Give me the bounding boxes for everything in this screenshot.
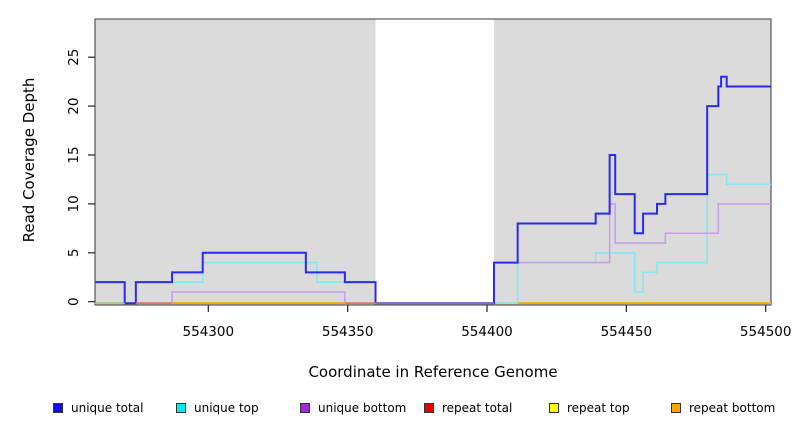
x-axis-title: Coordinate in Reference Genome (308, 363, 558, 381)
legend-label: repeat total (442, 401, 513, 415)
plot-background-region (95, 19, 376, 305)
legend-label: unique top (194, 401, 259, 415)
plot-background-region (493, 19, 771, 305)
legend-item-repeat-bottom: repeat bottom (671, 399, 775, 417)
unique-bottom-swatch-icon (300, 403, 310, 413)
legend-label: repeat top (567, 401, 630, 415)
y-tick-label: 0 (66, 297, 82, 306)
x-tick-label: 554350 (322, 324, 374, 340)
legend-label: unique bottom (318, 401, 407, 415)
series-unique-total-line (95, 75, 771, 305)
x-tick-label: 554400 (461, 324, 513, 340)
y-tick-label: 20 (66, 98, 82, 115)
repeat-bottom-swatch-icon (671, 403, 681, 413)
y-tick-label: 5 (66, 249, 82, 258)
legend-item-unique-top: unique top (176, 399, 259, 417)
y-axis-title: Read Coverage Depth (20, 77, 38, 243)
legend-item-repeat-total: repeat total (424, 399, 512, 417)
legend-label: repeat bottom (689, 401, 776, 415)
y-tick-label: 10 (66, 195, 82, 212)
legend-item-unique-total: unique total (53, 399, 143, 417)
legend: unique total unique top unique bottom re… (0, 399, 792, 421)
unique-total-swatch-icon (53, 403, 63, 413)
x-tick-label: 554450 (601, 324, 653, 340)
plot-box (94, 18, 772, 306)
x-tick-label: 554500 (740, 324, 792, 340)
y-tick-label: 25 (66, 49, 82, 66)
repeat-total-swatch-icon (424, 403, 434, 413)
y-tick-label: 15 (66, 146, 82, 163)
legend-item-unique-bottom: unique bottom (300, 399, 406, 417)
x-tick-label: 554300 (183, 324, 235, 340)
legend-label: unique total (71, 401, 144, 415)
unique-top-swatch-icon (176, 403, 186, 413)
legend-item-repeat-top: repeat top (549, 399, 630, 417)
repeat-top-swatch-icon (549, 403, 559, 413)
